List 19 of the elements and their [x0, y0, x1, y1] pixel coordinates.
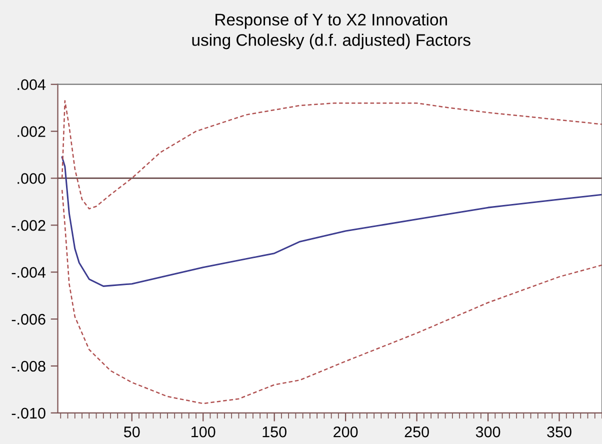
x-tick-label: 350	[547, 426, 572, 438]
x-tick-label: 150	[262, 426, 286, 438]
line-series	[61, 189, 602, 404]
y-tick-label: .000	[18, 173, 46, 184]
y-tick-label: -.008	[12, 360, 46, 372]
x-tick-label: 100	[192, 426, 216, 438]
x-tick-label: 300	[476, 426, 500, 438]
y-tick-label: .002	[18, 126, 46, 137]
x-tick-label: 50	[124, 426, 140, 438]
x-tick-label: 250	[404, 426, 429, 438]
y-tick-label: -.004	[12, 266, 46, 278]
y-tick-label: -.010	[12, 408, 46, 419]
y-tick-label: -.006	[12, 314, 46, 325]
line-series	[61, 100, 602, 210]
x-tick-label: 200	[334, 426, 358, 438]
line-series	[61, 156, 602, 287]
y-tick-label: -.002	[12, 220, 46, 231]
y-tick-label: .004	[18, 79, 46, 90]
chart-title: Response of Y to X2 Innovation using Cholesky (d.f. adjusted) Factors	[192, 13, 470, 50]
